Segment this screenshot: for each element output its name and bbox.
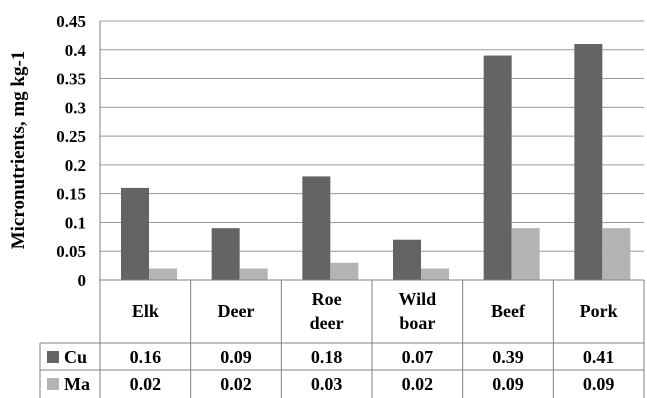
bar-ma bbox=[511, 228, 540, 280]
data-label-ma: 0.03 bbox=[311, 374, 343, 394]
data-label-ma: 0.02 bbox=[402, 374, 434, 394]
bar-cu bbox=[211, 228, 240, 280]
legend-label: Cu bbox=[64, 347, 87, 367]
y-tick-label: 0.25 bbox=[56, 127, 86, 146]
bar-cu bbox=[393, 239, 421, 280]
bar-cu bbox=[483, 55, 512, 281]
data-label-ma: 0.09 bbox=[492, 374, 524, 394]
data-label-cu: 0.07 bbox=[402, 347, 434, 367]
y-tick-label: 0.45 bbox=[56, 12, 86, 31]
bar-cu bbox=[121, 187, 149, 280]
y-tick-label: 0.15 bbox=[56, 185, 86, 204]
data-label-cu: 0.09 bbox=[220, 347, 252, 367]
bar-ma bbox=[421, 268, 449, 280]
legend-key-cu bbox=[47, 351, 59, 363]
y-tick-label: 0.05 bbox=[56, 242, 86, 261]
y-tick-label: 0.35 bbox=[56, 70, 86, 89]
data-label-cu: 0.16 bbox=[130, 347, 162, 367]
category-label: Pork bbox=[580, 301, 618, 321]
legend-label: Ma bbox=[64, 374, 90, 394]
y-tick-label: 0.2 bbox=[65, 156, 86, 175]
y-tick-labels: 0 0.05 0.1 0.15 0.2 0.25 0.3 0.35 0.4 0.45 bbox=[56, 12, 86, 290]
y-tick-label: 0.3 bbox=[65, 98, 86, 117]
y-tick-label: 0 bbox=[78, 271, 87, 290]
category-label: Beef bbox=[491, 301, 526, 321]
category-label: Deer bbox=[218, 301, 255, 321]
data-label-ma: 0.09 bbox=[583, 374, 615, 394]
bar-cu bbox=[302, 176, 331, 280]
y-axis-label: Micronutrients, mg kg-1 bbox=[8, 51, 29, 250]
data-label-cu: 0.18 bbox=[311, 347, 343, 367]
bars bbox=[121, 44, 631, 281]
bar-cu bbox=[574, 44, 603, 281]
category-label: Elk bbox=[132, 301, 159, 321]
bar-ma bbox=[149, 268, 177, 280]
bar-ma bbox=[239, 268, 268, 280]
category-label: Wild bbox=[398, 289, 436, 309]
bar-ma bbox=[330, 262, 359, 280]
data-label-ma: 0.02 bbox=[130, 374, 162, 394]
data-label-cu: 0.41 bbox=[583, 347, 615, 367]
y-tick-label: 0.4 bbox=[65, 41, 87, 60]
data-table: Elk Deer Roe deer Wild boar Beef Pork Cu 0.16 0.09… bbox=[39, 280, 645, 398]
category-label: Roe bbox=[312, 289, 342, 309]
data-label-ma: 0.02 bbox=[220, 374, 252, 394]
y-tick-label: 0.1 bbox=[65, 213, 86, 232]
legend-key-ma bbox=[47, 378, 59, 390]
category-label: boar bbox=[399, 313, 435, 333]
category-label: deer bbox=[310, 313, 344, 333]
data-label-cu: 0.39 bbox=[492, 347, 524, 367]
gridlines bbox=[100, 20, 644, 281]
bar-ma bbox=[602, 228, 631, 280]
